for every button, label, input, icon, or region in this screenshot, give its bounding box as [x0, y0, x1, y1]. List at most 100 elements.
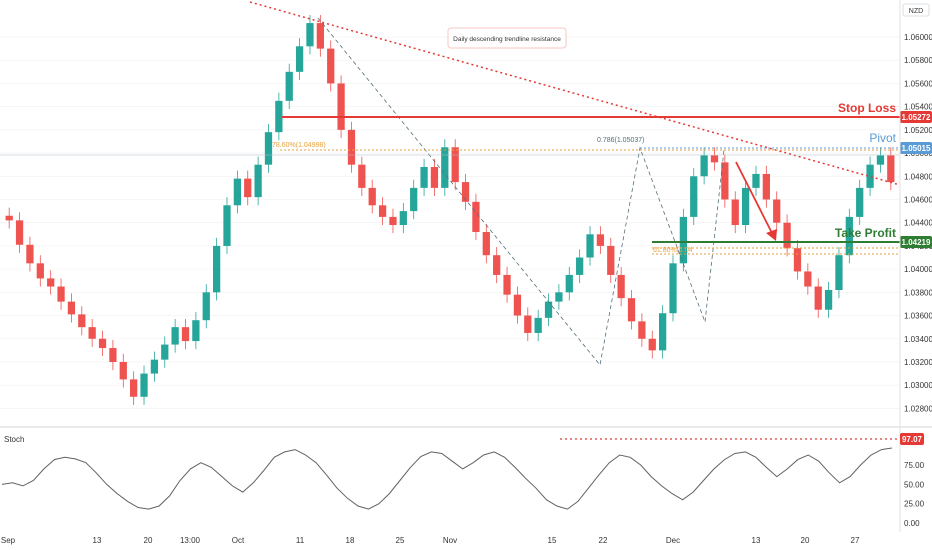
candle-body [524, 315, 532, 333]
candle-body [161, 344, 169, 360]
candle-body [295, 46, 304, 72]
candle-body [109, 348, 117, 362]
candle-body [171, 327, 179, 345]
x-tick-label: 25 [396, 536, 405, 545]
candle-body [648, 338, 656, 351]
candle-body [5, 215, 13, 221]
candles [5, 14, 895, 405]
currency-badge-text: NZD [909, 8, 923, 15]
candle-body [358, 164, 366, 188]
y-tick-label: 1.03600 [904, 312, 932, 321]
candle-body [783, 222, 791, 249]
stoch-tick-label: 75.00 [904, 461, 925, 470]
candle-body [638, 321, 646, 339]
candle-body [192, 320, 200, 342]
y-tick-label: 1.04400 [904, 219, 932, 228]
currency-badge[interactable] [902, 3, 930, 17]
candle-body [244, 178, 252, 198]
candle-body [586, 234, 594, 258]
candle-body [493, 255, 501, 275]
candle-body [887, 155, 895, 183]
fib-label-786-left: 78.60%(1.04998) [272, 142, 326, 149]
candle-body [658, 313, 667, 351]
candle-body [617, 274, 625, 299]
candle-body [679, 216, 688, 264]
stoch-level-tag-text: 97.07 [902, 435, 923, 444]
y-tick-label: 1.03000 [904, 381, 932, 390]
candle-body [482, 231, 490, 256]
candle-body [327, 48, 335, 84]
candle-body [140, 373, 148, 397]
y-tick-label: 1.03400 [904, 335, 932, 344]
take-profit-label: Take Profit [835, 226, 896, 240]
candle-body [503, 274, 511, 295]
candle-body [773, 199, 781, 223]
candle-body [669, 263, 677, 314]
y-tick-label: 1.02800 [904, 404, 932, 413]
candle-body [119, 361, 127, 380]
take-profit-tag-text: 1.04219 [902, 238, 931, 247]
candle-body [731, 199, 739, 226]
stoch-title: Stoch [4, 435, 24, 444]
price-axis: 1.06000 1.05800 1.05600 1.05400 1.05200 1.050… [0, 33, 932, 413]
candle-body [130, 379, 138, 397]
candle-body [420, 166, 428, 188]
take-profit-tag [900, 236, 932, 248]
candle-body [389, 216, 397, 226]
y-tick-label: 1.03800 [904, 288, 932, 297]
x-tick-label: Dec [666, 536, 680, 545]
x-tick-label: 27 [851, 536, 860, 545]
candle-body [565, 274, 573, 293]
candle-body [690, 176, 698, 217]
candle-body [57, 286, 65, 302]
candle-body [607, 245, 615, 275]
candle-body [233, 178, 242, 206]
candle-body [26, 244, 34, 264]
candle-body [555, 292, 563, 302]
candle-body [202, 292, 210, 321]
candle-body [721, 162, 729, 200]
candle-body [181, 327, 190, 342]
time-axis: Sep 13 20 13:00 Oct 11 18 25 Nov 15 22 Dec 13 20 27 [1, 536, 860, 545]
candle-body [264, 132, 273, 165]
candle-body [845, 216, 853, 256]
stoch-axis: 75.00 50.00 25.00 0.00 [904, 461, 925, 528]
candle-body [461, 182, 470, 202]
x-tick-label: 15 [548, 536, 557, 545]
candle-body [378, 205, 387, 217]
candle-body [544, 301, 553, 318]
candle-body [337, 83, 345, 130]
candle-body [223, 205, 231, 246]
candle-body [254, 164, 262, 198]
y-tick-label: 1.05400 [904, 103, 932, 112]
x-tick-label: 22 [599, 536, 608, 545]
candle-body [430, 166, 439, 188]
x-tick-label: Nov [443, 536, 457, 545]
candle-body [627, 298, 636, 322]
candle-body [67, 301, 76, 315]
stop-loss-label: Stop Loss [838, 101, 896, 115]
candle-body [576, 257, 584, 275]
candle-body [98, 338, 107, 349]
candle-body [78, 314, 86, 328]
pivot-label: Pivot [869, 131, 896, 145]
stop-loss-tag [900, 111, 932, 123]
candle-body [814, 286, 822, 310]
candle-body [472, 201, 480, 232]
candle-body [824, 290, 833, 310]
candle-body [710, 155, 719, 163]
candle-body [306, 23, 314, 47]
y-tick-label: 1.05200 [904, 126, 932, 135]
fib-label-786-right: 0.786(1.05037) [597, 137, 644, 144]
candle-body [596, 234, 605, 246]
candle-body [316, 23, 324, 49]
candle-body [150, 359, 159, 374]
x-tick-label: 18 [346, 536, 355, 545]
candle-body [752, 173, 760, 188]
candle-body [762, 173, 770, 200]
y-tick-label: 1.04000 [904, 265, 932, 274]
pivot-tag [900, 142, 932, 154]
candle-body [368, 187, 376, 206]
candle-body [441, 147, 449, 188]
